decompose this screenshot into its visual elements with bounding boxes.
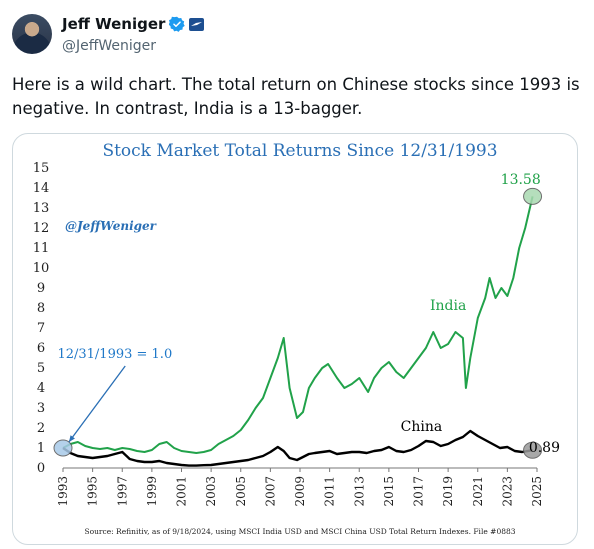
y-tick-label: 10 [33, 261, 50, 276]
y-tick-label: 8 [37, 301, 45, 316]
tweet-header: Jeff Weniger @JeffWeniger [12, 14, 582, 60]
x-tick-label: 2001 [175, 476, 189, 507]
chart-image[interactable]: Stock Market Total Returns Since 12/31/1… [12, 133, 578, 545]
y-tick-label: 3 [37, 401, 45, 416]
author-info: Jeff Weniger @JeffWeniger [62, 14, 205, 54]
y-tick-label: 14 [33, 181, 50, 196]
annotation-label: 13.58 [501, 172, 541, 188]
author-name[interactable]: Jeff Weniger [62, 15, 166, 33]
avatar[interactable] [12, 14, 52, 54]
annotation-label: 0.89 [529, 440, 560, 456]
watermark: @JeffWeniger [65, 219, 158, 233]
verified-badge-icon[interactable] [169, 16, 186, 32]
name-row: Jeff Weniger [62, 14, 205, 34]
x-tick-label: 2015 [382, 476, 396, 507]
author-handle[interactable]: @JeffWeniger [62, 38, 157, 54]
annotations-layer: India China 13.58 0.89 12/31/1993 = 1.0 [57, 172, 560, 456]
x-tick-label: 2023 [500, 476, 514, 507]
y-tick-label: 12 [33, 221, 50, 236]
india-end-marker [523, 187, 543, 205]
x-tick-label: 1995 [86, 476, 100, 507]
affiliate-badge-icon[interactable] [189, 17, 205, 31]
y-tick-label: 1 [37, 441, 45, 456]
annotation-label: India [430, 298, 466, 314]
annotation-label: China [401, 419, 443, 435]
x-tick-label: 2009 [293, 476, 307, 507]
x-tick-label: 2007 [263, 476, 277, 507]
y-tick-label: 6 [37, 341, 45, 356]
series-line-china [62, 429, 533, 467]
x-tick-label: 2011 [323, 476, 337, 507]
source-note: Source: Refinitiv, as of 9/18/2024, usin… [84, 527, 515, 536]
x-tick-label: 1993 [56, 476, 70, 507]
line-chart: Stock Market Total Returns Since 12/31/1… [33, 141, 560, 536]
markers-layer [53, 187, 543, 459]
y-tick-label: 11 [33, 241, 50, 256]
y-tick-label: 2 [37, 421, 45, 436]
annotation-arrowhead [68, 435, 75, 442]
x-tick-label: 2017 [412, 476, 426, 507]
x-tick-label: 2013 [352, 476, 366, 507]
y-tick-label: 0 [37, 461, 45, 476]
series-layer [62, 196, 534, 467]
start-marker [53, 439, 73, 457]
annotation-label: 12/31/1993 = 1.0 [57, 347, 172, 362]
china-end-marker [523, 441, 543, 459]
y-tick-label: 7 [37, 321, 45, 336]
x-tick-label: 2003 [204, 476, 218, 507]
x-tick-label: 2019 [441, 476, 455, 507]
chart-title: Stock Market Total Returns Since 12/31/1… [102, 141, 497, 161]
series-line-india [62, 196, 534, 454]
y-tick-label: 15 [33, 161, 50, 176]
x-tick-label: 2025 [530, 476, 544, 507]
y-tick-label: 9 [37, 281, 45, 296]
x-tick-label: 1999 [145, 476, 159, 507]
y-tick-label: 4 [37, 381, 45, 396]
x-tick-label: 2005 [234, 476, 248, 507]
y-tick-label: 5 [37, 361, 45, 376]
x-axis: 1993 1995 1997 1999 2001 2003 2005 2007 2009 2011… [56, 467, 544, 507]
y-tick-label: 13 [33, 201, 50, 216]
x-tick-label: 1997 [115, 476, 129, 507]
x-tick-label: 2021 [471, 476, 485, 507]
tweet-text: Here is a wild chart. The total return o… [12, 75, 580, 118]
annotation-arrow [68, 365, 126, 443]
